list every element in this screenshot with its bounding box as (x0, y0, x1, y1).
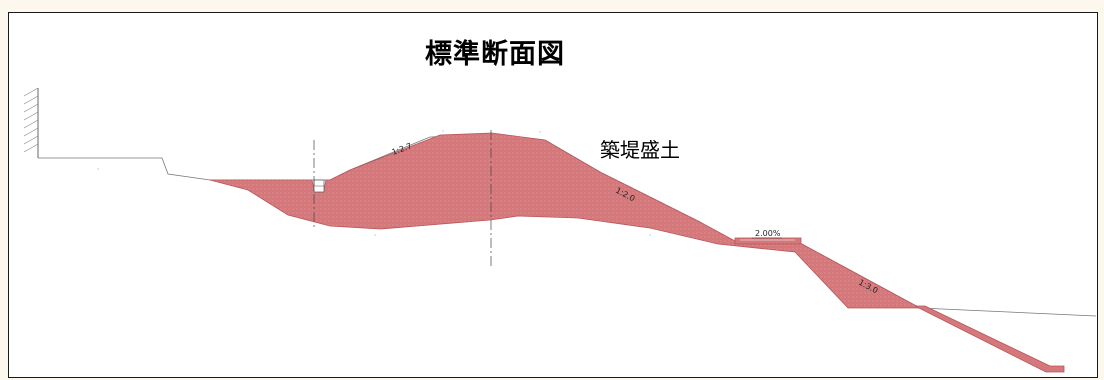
drain-box (313, 179, 325, 193)
survey-ticks (97, 130, 651, 236)
berm-detail (734, 237, 802, 245)
retaining-wall-left (23, 87, 39, 158)
slope-label-berm: 2.00% (755, 229, 781, 238)
toe-excavation (914, 305, 1065, 373)
fill-texture (210, 133, 920, 308)
embankment-fill-label: 築堤盛土 (600, 138, 680, 162)
drawing-title: 標準断面図 (425, 39, 565, 70)
